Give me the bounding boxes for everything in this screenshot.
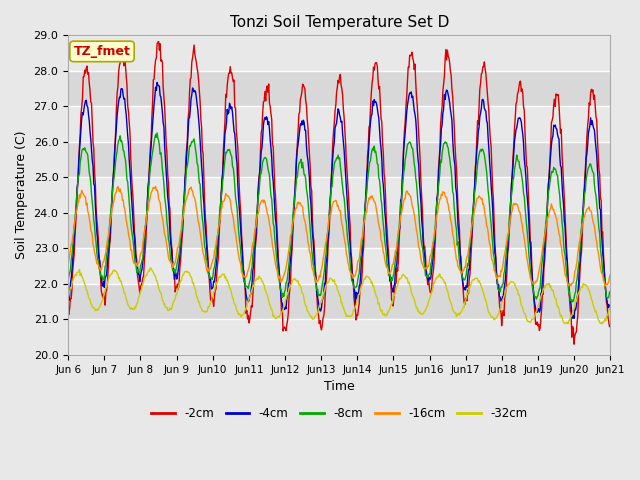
-32cm	[406, 282, 413, 288]
-2cm	[214, 256, 222, 262]
-4cm	[64, 295, 72, 300]
-32cm	[186, 271, 193, 276]
-2cm	[74, 180, 82, 185]
-2cm	[607, 323, 614, 329]
-16cm	[214, 226, 222, 232]
-8cm	[406, 139, 413, 145]
-8cm	[568, 300, 575, 305]
X-axis label: Time: Time	[324, 380, 355, 393]
Line: -2cm: -2cm	[68, 41, 611, 344]
-8cm	[154, 130, 161, 136]
Title: Tonzi Soil Temperature Set D: Tonzi Soil Temperature Set D	[230, 15, 449, 30]
-8cm	[422, 273, 429, 278]
-32cm	[597, 321, 605, 327]
-4cm	[154, 80, 161, 85]
Line: -32cm: -32cm	[68, 268, 611, 324]
Bar	[68, 107, 611, 142]
Bar	[68, 178, 611, 213]
-32cm	[130, 306, 138, 312]
-32cm	[422, 307, 429, 313]
-2cm	[186, 89, 193, 95]
-2cm	[130, 212, 138, 217]
Bar	[68, 249, 611, 284]
-16cm	[186, 186, 193, 192]
-2cm	[406, 52, 413, 58]
-2cm	[64, 310, 72, 316]
-8cm	[186, 143, 193, 149]
-16cm	[130, 260, 138, 266]
Bar	[68, 36, 611, 71]
Y-axis label: Soil Temperature (C): Soil Temperature (C)	[15, 131, 28, 259]
-16cm	[607, 272, 614, 277]
-8cm	[214, 231, 222, 237]
-4cm	[570, 315, 578, 321]
-8cm	[130, 245, 138, 251]
-2cm	[422, 253, 429, 259]
-32cm	[214, 277, 222, 283]
-4cm	[422, 268, 429, 274]
-16cm	[601, 283, 609, 289]
-32cm	[607, 304, 614, 310]
-32cm	[147, 265, 154, 271]
-4cm	[607, 304, 614, 310]
Line: -4cm: -4cm	[68, 83, 611, 318]
-8cm	[607, 288, 614, 294]
-4cm	[74, 178, 82, 183]
-2cm	[155, 38, 163, 44]
-16cm	[74, 201, 82, 206]
Legend: -2cm, -4cm, -8cm, -16cm, -32cm: -2cm, -4cm, -8cm, -16cm, -32cm	[147, 402, 532, 425]
Text: TZ_fmet: TZ_fmet	[74, 45, 131, 58]
-16cm	[422, 265, 429, 271]
-16cm	[64, 263, 72, 268]
-32cm	[74, 270, 82, 276]
-4cm	[186, 115, 193, 121]
-4cm	[214, 238, 222, 244]
Line: -16cm: -16cm	[68, 186, 611, 286]
-2cm	[570, 341, 578, 347]
-4cm	[130, 229, 138, 235]
-8cm	[74, 177, 82, 182]
Line: -8cm: -8cm	[68, 133, 611, 302]
-16cm	[152, 183, 159, 189]
-16cm	[406, 192, 413, 198]
Bar	[68, 320, 611, 355]
-32cm	[64, 295, 72, 301]
-4cm	[406, 90, 413, 96]
-8cm	[64, 277, 72, 283]
